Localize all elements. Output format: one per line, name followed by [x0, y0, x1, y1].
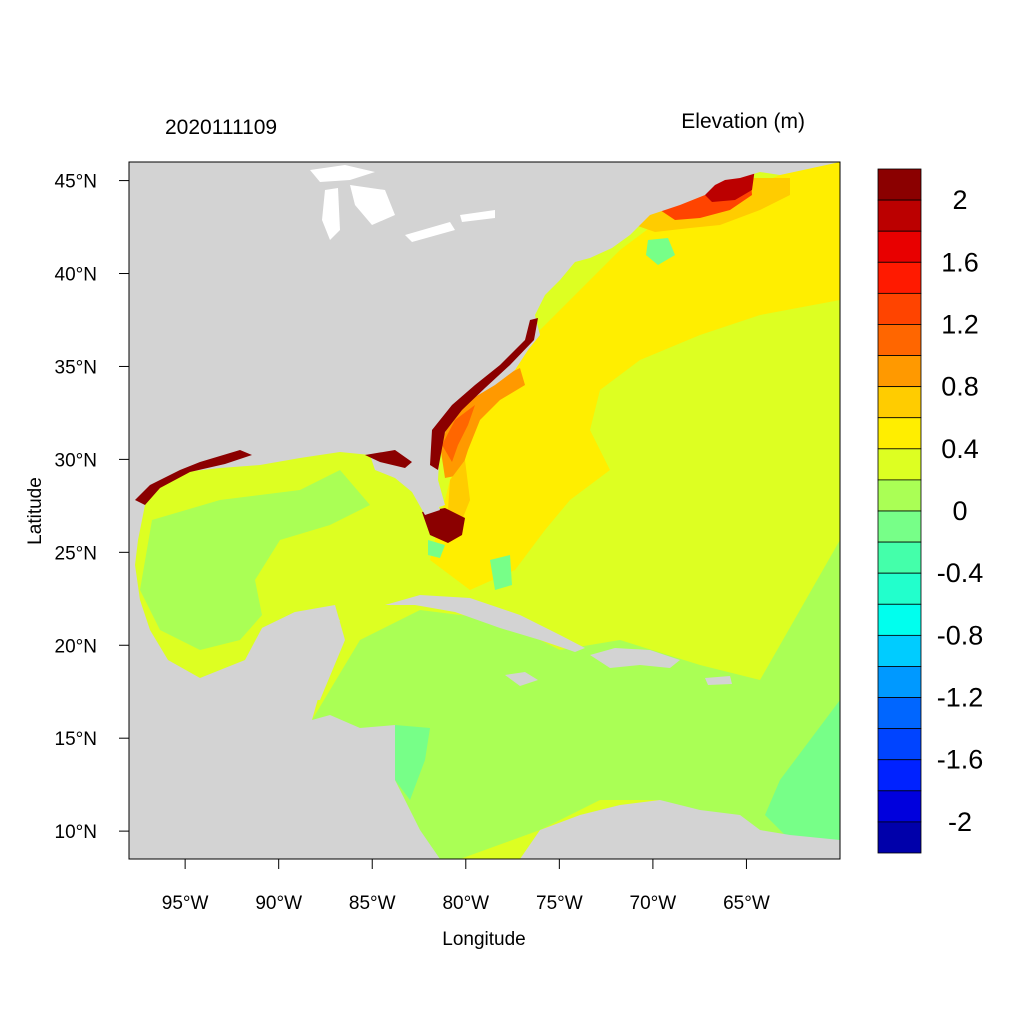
colorbar: 2 1.6 1.2 0.8 0.4 0 -0.4 -0.8 -1.2 -1.6 -2	[877, 168, 984, 854]
lon-tick-label: 90°W	[255, 893, 302, 914]
colorbar-swatch	[877, 603, 922, 636]
colorbar-swatch	[877, 168, 922, 201]
colorbar-swatch	[877, 199, 922, 232]
map-panel	[128, 161, 841, 860]
colorbar-swatch	[877, 759, 922, 792]
gulf-coast-inundation	[135, 450, 252, 505]
colorbar-tick-label: 0.4	[941, 434, 979, 464]
florida-tip-surge	[422, 508, 465, 543]
colorbar-swatch	[877, 292, 922, 325]
lon-tick-label: 65°W	[723, 893, 770, 914]
latitude-axis: 45°N 40°N 35°N 30°N 25°N 20°N 15°N 10°N	[55, 172, 129, 843]
cuba-island	[385, 595, 585, 652]
colorbar-swatch	[877, 261, 922, 294]
colorbar-tick-label: -0.4	[937, 558, 984, 588]
colorbar-swatch	[877, 510, 922, 543]
big-bend-inundation	[365, 450, 412, 468]
lon-tick-label: 80°W	[442, 893, 489, 914]
map-frame	[128, 161, 841, 860]
hispaniola-island	[590, 648, 680, 668]
lon-tick-label: 85°W	[349, 893, 396, 914]
colorbar-tick-label: -1.6	[937, 745, 984, 775]
y-axis-label: Latitude	[25, 477, 46, 545]
lat-tick-label: 35°N	[55, 357, 97, 378]
yucatan-peninsula	[260, 605, 345, 700]
colorbar-swatch	[877, 697, 922, 730]
central-america-landmass	[129, 715, 440, 859]
southeast-coastal-surge-orange	[440, 368, 525, 478]
colorbar-swatch	[877, 790, 922, 823]
florida-west-negative-patch	[428, 540, 445, 558]
colorbar-swatch	[877, 324, 922, 356]
lake-huron	[350, 185, 395, 225]
lon-tick-label: 70°W	[630, 893, 677, 914]
map-date-title: 2020111109	[165, 116, 277, 139]
lat-tick-label: 25°N	[55, 543, 97, 564]
atlantic-positive-surge-region	[430, 162, 840, 590]
lat-tick-label: 20°N	[55, 636, 97, 657]
lat-tick-label: 45°N	[55, 172, 97, 193]
puerto-rico-island	[705, 676, 732, 685]
colorbar-tick-label: 1.2	[941, 309, 979, 339]
colorbar-swatch	[877, 541, 922, 574]
cape-cod-negative-patch	[646, 238, 675, 265]
central-america-coastal-field	[395, 725, 430, 800]
map-variable-title: Elevation (m)	[681, 110, 805, 133]
jamaica-island	[505, 672, 538, 686]
colorbar-tick-label: 0	[952, 496, 967, 526]
colorbar-tick-label: 1.6	[941, 247, 979, 277]
lon-tick-label: 75°W	[536, 893, 583, 914]
colorbar-swatch	[877, 728, 922, 761]
colorbar-swatch	[877, 230, 922, 263]
lake-michigan	[322, 188, 340, 240]
lat-tick-label: 15°N	[55, 729, 97, 750]
colorbar-swatch	[877, 821, 922, 854]
colorbar-tick-label: -0.8	[937, 620, 984, 650]
florida-peninsula	[370, 455, 440, 515]
colorbar-swatch	[877, 386, 922, 419]
north-america-landmass	[129, 162, 840, 720]
lake-ontario	[460, 210, 495, 222]
colorbar-tick-label: 2	[952, 185, 967, 215]
colorbar-swatch	[877, 479, 922, 512]
colorbar-swatch	[877, 448, 922, 481]
atlantic-coastal-band	[448, 460, 470, 520]
south-america-landmass	[520, 800, 840, 859]
colorbar-swatch	[877, 355, 922, 388]
southeast-coast-inundation	[430, 318, 538, 470]
lon-tick-label: 95°W	[162, 893, 209, 914]
eastern-caribbean-coastal-field	[765, 700, 840, 859]
x-axis-label: Longitude	[442, 929, 525, 950]
southeast-coastal-surge-red	[442, 405, 475, 462]
lat-tick-label: 10°N	[55, 822, 97, 843]
caribbean-sea-field	[312, 540, 840, 859]
bahamas-negative-patch	[490, 555, 512, 590]
lake-superior	[310, 165, 375, 182]
longitude-axis: 95°W 90°W 85°W 80°W 75°W 70°W 65°W	[162, 859, 770, 914]
colorbar-swatch	[877, 634, 922, 667]
colorbar-swatch	[877, 572, 922, 605]
lake-erie	[405, 222, 455, 242]
colorbar-swatch	[877, 417, 922, 450]
colorbar-tick-label: 0.8	[941, 372, 979, 402]
lat-tick-label: 30°N	[55, 450, 97, 471]
gulf-of-mexico-field	[140, 470, 370, 650]
colorbar-swatch	[877, 666, 922, 698]
colorbar-tick-label: -1.2	[937, 683, 984, 713]
lat-tick-label: 40°N	[55, 265, 97, 286]
colorbar-tick-label: -2	[948, 807, 972, 837]
